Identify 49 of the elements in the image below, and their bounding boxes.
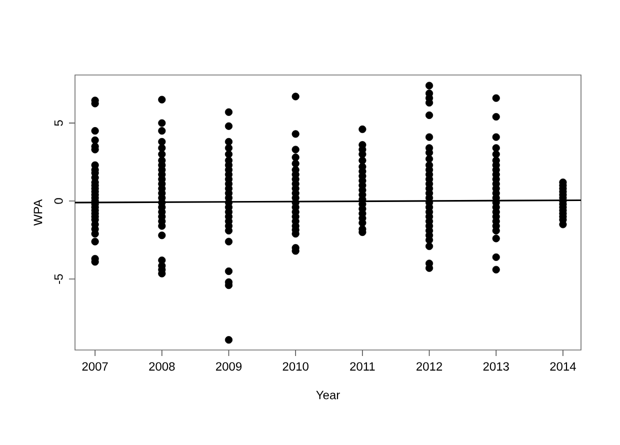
point [292, 154, 300, 162]
point [224, 144, 233, 152]
point [492, 253, 500, 261]
point [425, 133, 434, 141]
point [158, 232, 166, 240]
point [158, 150, 166, 158]
point [492, 266, 500, 274]
x-tick-label: 2012 [416, 362, 442, 371]
point [224, 108, 233, 116]
point [224, 138, 233, 146]
x-tick-label: 2010 [282, 362, 308, 371]
y-tick-label: 5 [54, 120, 63, 126]
point [492, 133, 500, 141]
x-tick-label: 2007 [82, 362, 108, 371]
point [292, 160, 300, 168]
x-tick-label: 2014 [550, 362, 576, 371]
point [292, 130, 300, 138]
point [224, 336, 233, 344]
point [158, 119, 166, 127]
point [492, 94, 500, 102]
point [224, 238, 233, 246]
point [425, 111, 434, 120]
point [292, 146, 300, 154]
point [492, 144, 500, 152]
point [224, 122, 233, 130]
x-tick-label: 2008 [149, 362, 175, 371]
point [492, 234, 500, 242]
y-tick-label: -5 [54, 274, 63, 284]
x-tick-label: 2009 [216, 362, 242, 371]
point [292, 92, 300, 100]
point [492, 150, 500, 158]
point [425, 242, 434, 250]
x-tick-label: 2013 [483, 362, 509, 371]
point [492, 113, 500, 121]
point [358, 125, 366, 134]
point [425, 82, 434, 90]
x-tick-label: 2011 [350, 362, 375, 371]
point [91, 238, 99, 246]
x-axis-title: Year [316, 390, 340, 400]
point [425, 155, 434, 163]
y-tick-label: 0 [54, 198, 63, 204]
point [224, 267, 233, 276]
point [158, 144, 166, 152]
y-axis-title: WPA [34, 199, 42, 226]
point [158, 96, 166, 104]
point [158, 127, 166, 135]
point [91, 127, 99, 135]
point [358, 156, 366, 164]
point [158, 138, 166, 146]
